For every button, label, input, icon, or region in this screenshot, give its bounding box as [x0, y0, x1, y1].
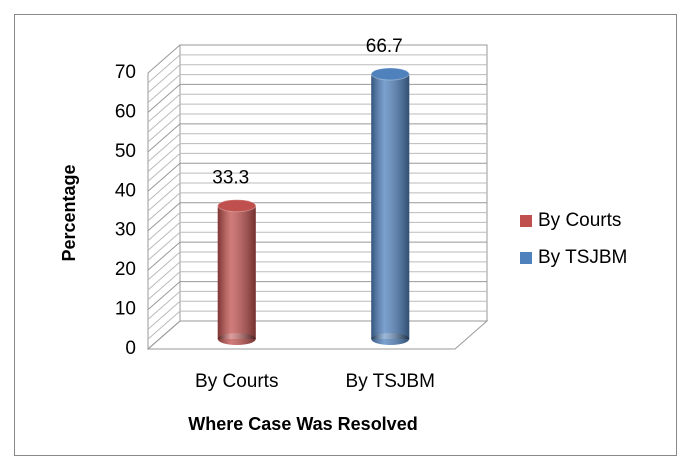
- y-tick-label: 60: [115, 101, 136, 122]
- bar-shade: [371, 74, 410, 340]
- y-tick-label: 70: [115, 62, 136, 83]
- legend-label: By TSJBM: [538, 247, 627, 268]
- y-tick-label: 30: [115, 220, 136, 241]
- minor-grid-line: [147, 64, 487, 94]
- data-label: 33.3: [212, 168, 249, 189]
- grid-line: [147, 44, 487, 74]
- y-tick-label: 40: [115, 180, 136, 201]
- x-axis-title: Where Case Was Resolved: [188, 414, 417, 434]
- bar-top: [217, 199, 257, 213]
- y-axis-title: Percentage: [59, 164, 79, 261]
- bar-top: [370, 67, 410, 81]
- legend-label: By Courts: [538, 210, 621, 231]
- chart-frame: [14, 14, 677, 456]
- minor-grid-line: [147, 54, 487, 84]
- bar-shade: [217, 205, 256, 339]
- x-tick-label: By Courts: [195, 371, 278, 392]
- floor: [146, 320, 489, 350]
- legend-swatch: [520, 252, 532, 264]
- y-tick-label: 10: [115, 299, 136, 320]
- y-tick-label: 0: [125, 338, 136, 359]
- x-tick-label: By TSJBM: [346, 371, 435, 392]
- legend-swatch: [520, 215, 532, 227]
- y-tick-label: 50: [115, 141, 136, 162]
- data-label: 66.7: [366, 36, 403, 57]
- y-tick-label: 20: [115, 259, 136, 280]
